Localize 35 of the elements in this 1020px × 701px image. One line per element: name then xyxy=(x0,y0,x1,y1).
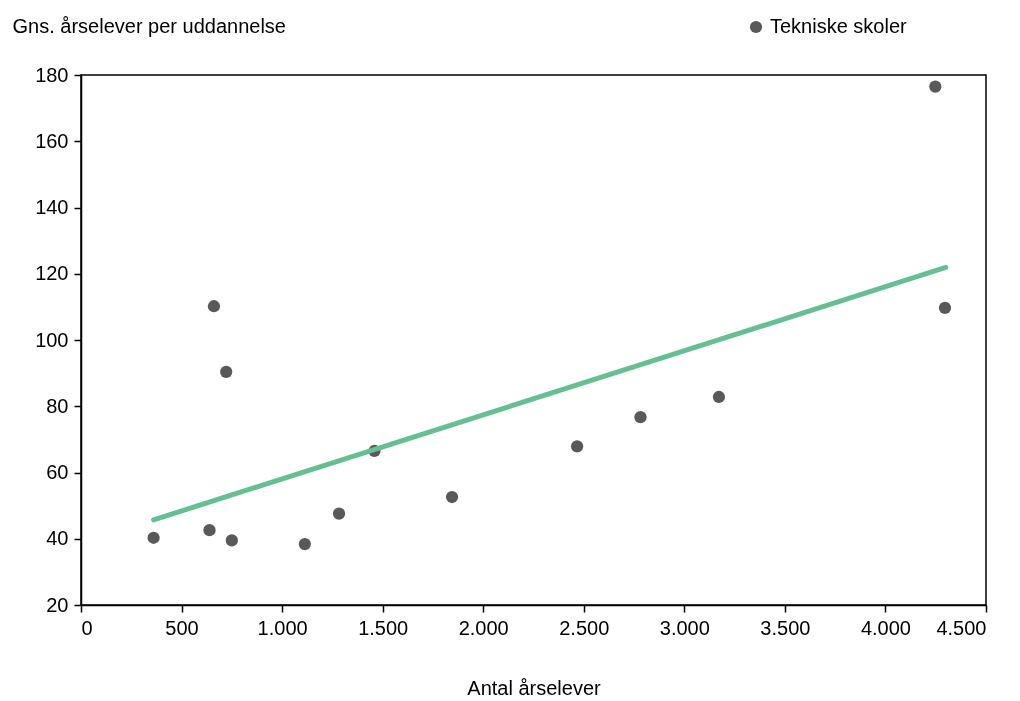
point xyxy=(225,534,238,547)
x-tick-label: 1.500 xyxy=(358,616,409,639)
y-tick-label: 80 xyxy=(46,394,69,417)
x-tick-label: 3.500 xyxy=(760,616,811,639)
x-tick-label: 3.000 xyxy=(659,616,710,639)
y-tick-label: 120 xyxy=(35,262,69,285)
point xyxy=(634,411,647,424)
y-tick-label: 100 xyxy=(35,328,69,351)
x-tick-label: 1.000 xyxy=(257,616,308,639)
x-tick-label: 0 xyxy=(81,616,93,639)
y-axis-title: Gns. årselever per uddannelse xyxy=(12,14,286,37)
point xyxy=(147,531,160,544)
x-tick-label: 2.500 xyxy=(559,616,610,639)
y-tick-label: 60 xyxy=(46,461,69,483)
x-tick-label: 4.000 xyxy=(860,616,911,639)
point xyxy=(571,440,584,453)
point xyxy=(203,524,216,537)
point xyxy=(929,80,942,93)
x-tick-label: 2.000 xyxy=(458,616,509,639)
y-tick-label: 40 xyxy=(46,527,69,550)
y-tick-label: 20 xyxy=(46,593,69,616)
point xyxy=(445,490,459,504)
point xyxy=(712,390,726,404)
legend-label: Tekniske skoler xyxy=(770,15,908,37)
x-axis-title: Antal årselever xyxy=(467,676,602,699)
point xyxy=(207,300,221,313)
point xyxy=(298,537,311,551)
y-tick-label: 160 xyxy=(35,129,69,152)
x-tick-label: 500 xyxy=(165,616,199,639)
y-tick-label: 180 xyxy=(35,63,69,86)
x-tick-label: 4.500 xyxy=(936,616,987,639)
y-tick-label: 140 xyxy=(35,196,69,218)
point xyxy=(332,507,346,520)
point xyxy=(938,301,952,314)
point xyxy=(220,365,233,378)
